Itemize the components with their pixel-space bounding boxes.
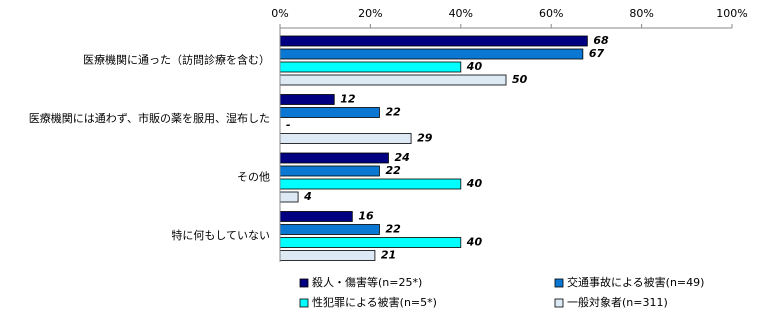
x-tick-label: 40% — [449, 7, 473, 20]
value-label: 21 — [381, 249, 396, 262]
bar — [279, 61, 462, 73]
value-label: 22 — [385, 164, 401, 177]
legend-label: 交通事故による被害(n=49) — [567, 275, 704, 289]
legend-label: 一般対象者(n=311) — [567, 295, 668, 309]
bar — [279, 107, 380, 118]
legend-swatch — [554, 278, 564, 288]
value-label: 22 — [385, 106, 401, 119]
category-label: 医療機関には通わず、市販の薬を服用、湿布した — [29, 111, 270, 125]
bar — [279, 191, 299, 203]
bar — [279, 237, 462, 248]
bar — [279, 224, 380, 235]
bar — [279, 48, 584, 60]
value-label: 40 — [466, 60, 483, 73]
value-label: 68 — [593, 34, 609, 47]
legend-swatch — [554, 298, 564, 308]
bar — [279, 35, 588, 47]
legend-swatch — [299, 298, 309, 308]
bar — [279, 250, 376, 261]
bar — [279, 152, 389, 164]
value-label: 24 — [394, 151, 409, 164]
value-label: 16 — [358, 210, 374, 223]
x-tick-label: 80% — [629, 7, 653, 20]
value-label: 67 — [589, 47, 605, 60]
value-label: 4 — [303, 190, 312, 203]
legend-label: 性犯罪による被害(n=5*) — [312, 295, 437, 309]
value-label: 50 — [512, 73, 528, 86]
bar — [279, 94, 335, 105]
value-label: 40 — [466, 177, 483, 190]
value-label: 40 — [466, 236, 483, 249]
x-tick-label: 60% — [539, 7, 563, 20]
bar — [279, 165, 380, 177]
bar — [279, 74, 507, 86]
value-label: 12 — [340, 93, 356, 106]
category-label: 医療機関に通った（訪問診療を含む） — [83, 53, 270, 67]
bar — [279, 178, 462, 190]
value-label: 29 — [417, 132, 433, 145]
x-tick-label: 0% — [271, 7, 288, 20]
x-tick-label: 20% — [358, 7, 382, 20]
bar — [279, 133, 412, 144]
legend-label: 殺人・傷害等(n=25*) — [312, 275, 422, 289]
category-label: その他 — [237, 171, 270, 184]
category-label: 特に何もしていない — [171, 228, 270, 242]
legend-swatch — [299, 278, 309, 288]
value-label: 22 — [385, 223, 401, 236]
bar — [279, 211, 353, 222]
value-label: - — [286, 119, 291, 132]
x-tick-label: 100% — [716, 7, 747, 20]
